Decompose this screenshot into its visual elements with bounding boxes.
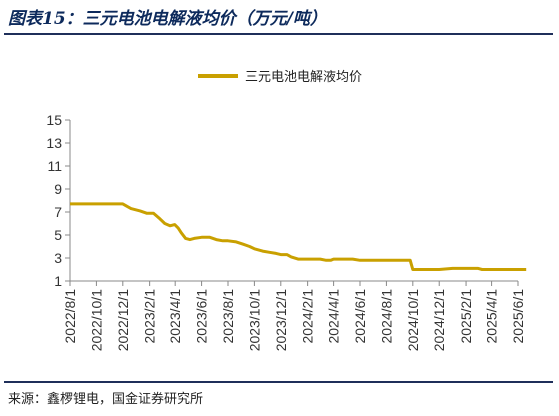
y-tick-label: 15 [46,112,62,128]
x-tick-label: 2023/4/1 [167,289,183,344]
x-tick-label: 2024/10/1 [405,289,421,351]
x-tick-label: 2025/4/1 [484,289,500,344]
y-tick-label: 13 [46,135,62,151]
source-note: 来源：鑫椤锂电，国金证券研究所 [8,392,204,407]
x-tick-label: 2025/2/1 [458,289,474,344]
x-tick-label: 2024/2/1 [300,289,316,344]
legend-label: 三元电池电解液均价 [245,70,362,85]
x-tick-label: 2023/6/1 [194,289,210,344]
series-line [70,202,527,271]
y-tick-label: 9 [54,181,62,197]
figure-title: 图表15：三元电池电解液均价（万元/吨） [8,9,327,29]
x-tick-label: 2025/6/1 [510,289,526,344]
y-tick-label: 1 [54,273,62,289]
x-tick-label: 2024/6/1 [352,289,368,344]
y-tick-label: 7 [54,204,62,220]
x-axis-ticks: 2022/8/1 2022/10/1 2022/12/1 2023/2/1 2023/4… [62,281,526,351]
source-rule [4,381,553,383]
x-tick-label: 2023/12/1 [273,289,289,351]
x-tick-label: 2023/10/1 [246,289,262,351]
x-tick-label: 2023/2/1 [142,289,158,344]
x-tick-label: 2024/12/1 [431,289,447,351]
x-tick-label: 2024/4/1 [326,289,342,344]
x-tick-label: 2023/8/1 [220,289,236,344]
x-tick-label: 2024/8/1 [378,289,394,344]
chart-legend: 三元电池电解液均价 [198,70,362,85]
x-tick-label: 2022/8/1 [62,289,78,344]
x-tick-label: 2022/10/1 [88,289,104,351]
chart-axes [69,120,518,282]
title-rule [4,33,553,35]
y-tick-label: 3 [54,250,62,266]
x-tick-label: 2022/12/1 [115,289,131,351]
y-tick-label: 5 [54,227,62,243]
y-tick-label: 11 [47,158,62,174]
